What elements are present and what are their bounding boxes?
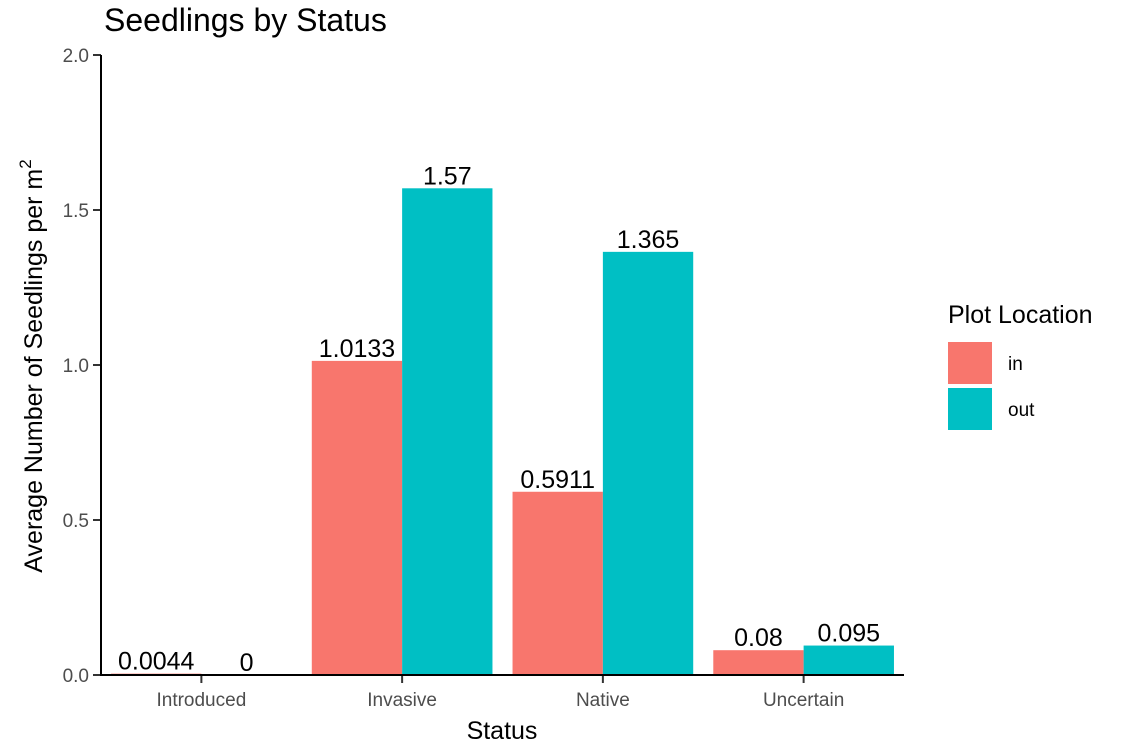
bar-in — [512, 491, 603, 675]
y-tick-label: 2.0 — [63, 46, 89, 67]
y-axis-ticks: 0.0 0.5 1.0 1.5 2.0 — [63, 46, 101, 687]
bar-in — [311, 360, 403, 675]
y-axis-title-superscript: 2 — [16, 159, 35, 168]
data-label-out: 1.57 — [423, 162, 472, 190]
data-label-in: 0.5911 — [520, 466, 595, 494]
data-label-in: 1.0133 — [319, 335, 395, 363]
y-axis-title-text: Average Number of Seedlings per m — [20, 169, 48, 573]
data-label-in: 0.0044 — [118, 648, 195, 676]
y-axis-title: Average Number of Seedlings per m2 — [16, 159, 48, 572]
x-axis-title: Status — [467, 717, 538, 745]
data-label-out: 1.365 — [617, 226, 680, 254]
x-tick-label: Native — [576, 690, 630, 711]
y-axis-title-group: Average Number of Seedlings per m2 — [16, 159, 48, 572]
legend: Plot Location in out — [948, 301, 1093, 430]
data-labels-group: 0.0044 0 1.0133 1.57 0.5911 1.365 0.08 0.095 — [118, 162, 880, 677]
y-tick-label: 1.0 — [63, 356, 89, 377]
x-axis-ticks: Introduced Invasive Native Uncertain — [156, 675, 844, 711]
y-tick-label: 0.5 — [63, 511, 89, 532]
data-label-out: 0.095 — [818, 620, 881, 648]
chart-title: Seedlings by Status — [104, 2, 387, 38]
data-label-out: 0 — [240, 649, 254, 677]
data-label-in: 0.08 — [734, 624, 783, 652]
x-tick-label: Invasive — [367, 690, 437, 711]
bar-in — [713, 650, 804, 675]
legend-label-out: out — [1008, 400, 1035, 421]
y-tick-label: 1.5 — [63, 201, 89, 222]
bar-out — [402, 188, 493, 676]
bars-group — [111, 188, 894, 676]
legend-key-out — [948, 388, 992, 430]
legend-label-in: in — [1008, 354, 1023, 375]
bar-out — [602, 251, 694, 675]
bar-out — [803, 645, 894, 675]
legend-title: Plot Location — [948, 301, 1093, 329]
x-tick-label: Introduced — [156, 690, 246, 711]
x-tick-label: Uncertain — [763, 690, 844, 711]
y-tick-label: 0.0 — [63, 666, 89, 687]
legend-key-in — [948, 342, 992, 384]
